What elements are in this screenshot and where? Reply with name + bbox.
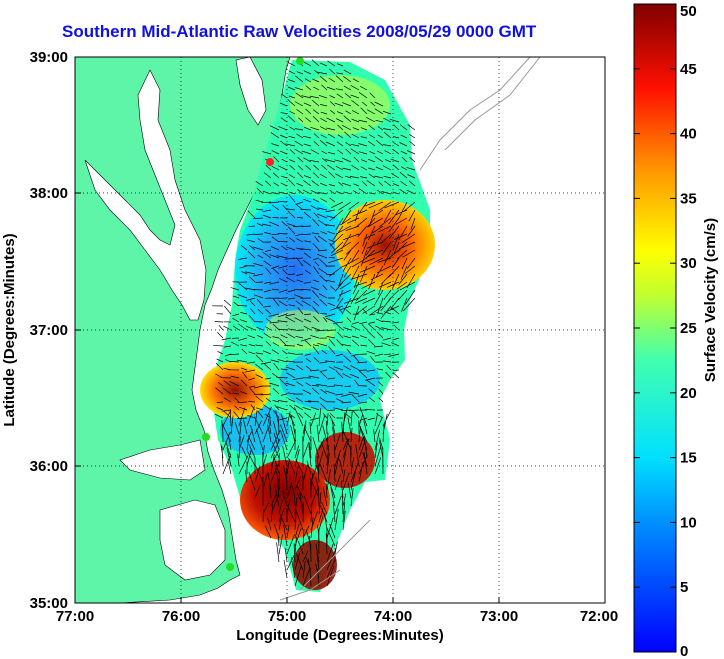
map-title: Southern Mid-Atlantic Raw Velocities 200… — [62, 22, 537, 41]
x-tick-label: 72:00 — [580, 608, 618, 625]
station-marker — [202, 433, 210, 441]
y-tick-label: 39:00 — [30, 49, 68, 66]
x-tick-label: 77:00 — [56, 608, 94, 625]
velocity-arrow-set — [212, 59, 416, 587]
colorbar-tick-label: 10 — [680, 514, 697, 531]
chesapeake-bay — [84, 69, 207, 321]
colorbar-tick-label: 15 — [680, 450, 697, 467]
axis-ticks — [74, 56, 606, 604]
x-tick-label: 75:00 — [268, 608, 306, 625]
colorbar-tick-label: 20 — [680, 385, 697, 402]
y-tick-label: 35:00 — [30, 595, 68, 612]
station-marker — [296, 57, 304, 65]
y-tick-label: 37:00 — [30, 322, 68, 339]
station-marker — [226, 563, 234, 571]
x-tick-label: 73:00 — [480, 608, 518, 625]
y-axis-label: Latitude (Degrees:Minutes) — [1, 233, 18, 426]
x-axis-label: Longitude (Degrees:Minutes) — [236, 627, 444, 644]
albemarle-sound — [119, 439, 206, 481]
colorbar-label: Surface Velocity (cm/s) — [702, 218, 719, 382]
x-tick-label: 76:00 — [162, 608, 200, 625]
colorbar-tick-label: 45 — [680, 61, 697, 78]
colorbar — [633, 3, 677, 653]
y-tick-label: 38:00 — [30, 185, 68, 202]
grid-lines — [75, 57, 605, 603]
colorbar-tick-label: 30 — [680, 255, 697, 272]
station-marker — [266, 158, 274, 166]
colorbar-tick-label: 40 — [680, 126, 697, 143]
bathymetry-contours — [279, 57, 541, 601]
colorbar-tick-label: 35 — [680, 190, 697, 207]
colorbar-tick-label: 25 — [680, 320, 697, 337]
delaware-bay — [235, 57, 267, 126]
pamlico-sound — [159, 499, 226, 581]
colorbar-tick-label: 0 — [680, 643, 688, 659]
y-tick-label: 36:00 — [30, 458, 68, 475]
velocity-arrows — [212, 59, 416, 587]
x-tick-label: 74:00 — [374, 608, 412, 625]
colorbar-tick-label: 5 — [680, 579, 688, 596]
colorbar-tick-label: 50 — [680, 3, 697, 20]
